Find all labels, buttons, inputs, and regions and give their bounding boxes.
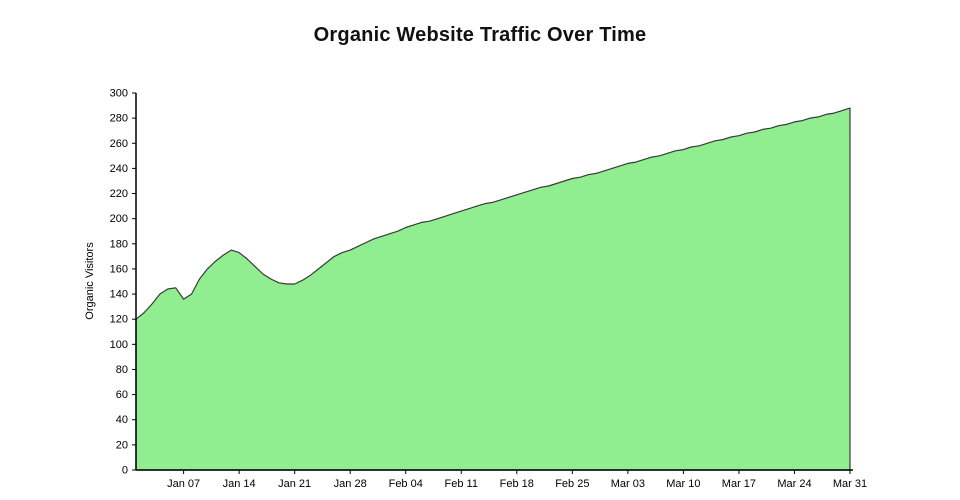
y-tick-label: 120 [110,314,128,326]
y-tick-label: 40 [116,414,128,426]
y-tick-label: 20 [116,439,128,451]
y-tick-label: 280 [110,113,128,125]
x-tick-label: Jan 21 [278,478,311,490]
x-tick-label: Feb 04 [389,478,423,490]
x-tick-label: Mar 24 [777,478,811,490]
x-tick-label: Mar 31 [833,478,867,490]
x-tick-label: Feb 11 [445,478,478,490]
y-tick-label: 100 [110,339,128,351]
x-tick-label: Feb 18 [500,478,534,490]
y-tick-label: 240 [110,163,128,175]
x-tick-label: Jan 14 [223,478,256,490]
y-tick-label: 60 [116,389,128,401]
x-tick-label: Feb 25 [555,478,589,490]
y-tick-label: 300 [110,88,128,100]
area-series [135,107,851,471]
chart-title: Organic Website Traffic Over Time [313,24,647,46]
x-tick-label: Mar 03 [611,478,645,490]
y-tick-label: 200 [110,213,128,225]
y-axis-label: Organic Visitors [84,242,96,320]
y-tick-label: 0 [122,465,128,477]
y-tick-label: 160 [110,263,128,275]
y-tick-label: 260 [110,138,128,150]
x-tick-label: Jan 07 [167,478,200,490]
y-tick-label: 80 [116,364,128,376]
y-tick-label: 140 [110,289,128,301]
y-tick-label: 180 [110,238,128,250]
x-tick-label: Mar 10 [666,478,700,490]
x-tick-label: Jan 28 [334,478,367,490]
y-tick-label: 220 [110,188,128,200]
x-tick-label: Mar 17 [722,478,756,490]
